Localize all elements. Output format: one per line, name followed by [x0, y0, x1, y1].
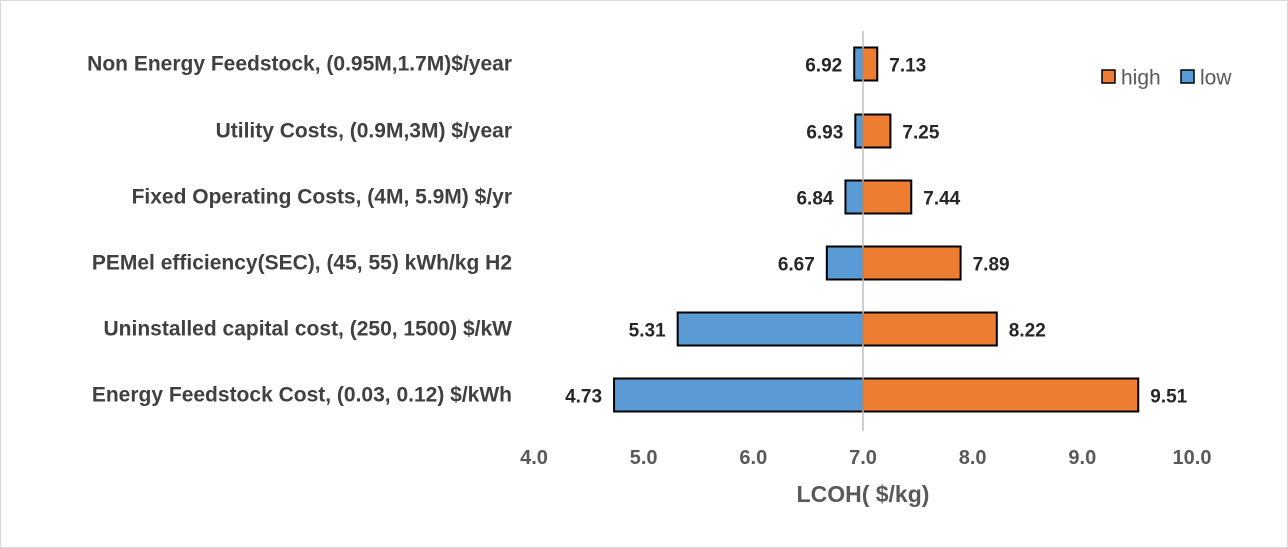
x-axis-ticks: 4.0 5.0 6.0 7.0 8.0 9.0 10.0 — [520, 447, 1211, 469]
bars-layer — [613, 46, 1140, 413]
legend-label-high: high — [1121, 67, 1161, 90]
category-label: Uninstalled capital cost, (250, 1500) $/… — [104, 318, 513, 341]
category-label: PEMel efficiency(SEC), (45, 55) kWh/kg H… — [92, 252, 512, 275]
x-tick-label: 5.0 — [630, 447, 658, 469]
x-tick-label: 8.0 — [959, 447, 987, 469]
bar-high — [862, 245, 962, 281]
legend: high low — [1101, 67, 1232, 90]
value-label-low: 6.92 — [805, 56, 842, 77]
bar-high — [862, 46, 879, 82]
value-label-low: 6.93 — [806, 123, 843, 144]
bar-low — [854, 113, 864, 149]
bar-high — [862, 179, 913, 215]
legend-swatch-low — [1180, 69, 1195, 84]
value-label-high: 7.89 — [973, 255, 1010, 276]
category-label: Utility Costs, (0.9M,3M) $/year — [216, 120, 512, 143]
bar-high — [862, 113, 892, 149]
value-label-high: 9.51 — [1150, 387, 1187, 408]
labels-layer: Non Energy Feedstock, (0.95M,1.7M)$/year… — [87, 53, 1188, 408]
x-tick-label: 4.0 — [520, 447, 548, 469]
value-label-high: 7.13 — [889, 56, 926, 77]
bar-low — [825, 245, 864, 281]
x-tick-label: 6.0 — [739, 447, 767, 469]
bar-high — [862, 377, 1140, 413]
bar-high — [862, 311, 998, 347]
value-label-high: 7.44 — [923, 189, 960, 210]
category-label: Fixed Operating Costs, (4M, 5.9M) $/yr — [132, 186, 512, 209]
x-tick-label: 10.0 — [1173, 447, 1212, 469]
legend-swatch-high — [1101, 69, 1116, 84]
x-axis-title: LCOH( $/kg) — [797, 481, 930, 507]
bar-low — [853, 46, 865, 82]
x-tick-label: 9.0 — [1068, 447, 1096, 469]
value-label-high: 8.22 — [1009, 321, 1046, 342]
bar-low — [844, 179, 864, 215]
legend-label-low: low — [1200, 67, 1232, 90]
value-label-high: 7.25 — [902, 123, 939, 144]
category-label: Energy Feedstock Cost, (0.03, 0.12) $/kW… — [92, 384, 512, 407]
value-label-low: 6.84 — [796, 189, 833, 210]
x-tick-label: 7.0 — [849, 447, 877, 469]
category-label: Non Energy Feedstock, (0.95M,1.7M)$/year — [87, 53, 512, 76]
value-label-low: 4.73 — [565, 387, 602, 408]
bar-low — [676, 311, 864, 347]
value-label-low: 5.31 — [629, 321, 666, 342]
bar-low — [613, 377, 864, 413]
value-label-low: 6.67 — [778, 255, 815, 276]
